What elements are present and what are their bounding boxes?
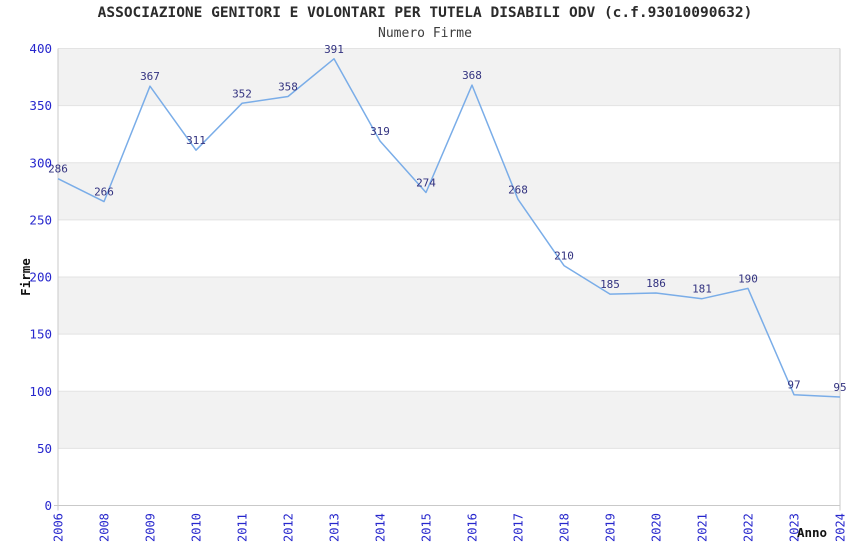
x-tick-label: 2010 xyxy=(190,513,204,542)
x-tick-label: 2013 xyxy=(328,513,342,542)
y-tick-label: 400 xyxy=(29,41,52,56)
series-line xyxy=(57,58,841,398)
data-label: 186 xyxy=(646,277,666,290)
data-label: 97 xyxy=(787,379,800,392)
data-label: 311 xyxy=(186,134,206,147)
y-tick-label: 350 xyxy=(29,98,52,113)
data-label: 185 xyxy=(600,278,620,291)
x-tick-label: 2023 xyxy=(788,513,802,542)
y-tick-label: 200 xyxy=(29,270,52,285)
x-tick-label: 2006 xyxy=(52,513,66,542)
x-tick-label: 2009 xyxy=(144,513,158,542)
x-tick-label: 2018 xyxy=(558,513,572,542)
data-label: 95 xyxy=(833,381,846,394)
data-label: 367 xyxy=(140,70,160,83)
x-tick-label: 2015 xyxy=(420,513,434,542)
data-label: 266 xyxy=(94,186,114,199)
x-tick-label: 2021 xyxy=(696,513,710,542)
x-tick-label: 2012 xyxy=(282,513,296,542)
x-tick-label: 2020 xyxy=(650,513,664,542)
data-label: 274 xyxy=(416,176,436,189)
data-label: 319 xyxy=(370,125,390,138)
x-tick-label: 2011 xyxy=(236,513,250,542)
y-tick-label: 0 xyxy=(44,498,52,513)
data-label: 190 xyxy=(738,272,758,285)
x-tick-label: 2019 xyxy=(604,513,618,542)
data-label: 368 xyxy=(462,69,482,82)
data-label: 268 xyxy=(508,183,528,196)
chart-title: ASSOCIAZIONE GENITORI E VOLONTARI PER TU… xyxy=(97,5,753,21)
y-tick-label: 300 xyxy=(29,155,52,170)
plot-band xyxy=(58,277,840,335)
x-tick-label: 2022 xyxy=(742,513,756,542)
data-label: 181 xyxy=(692,283,712,296)
x-tick-label: 2024 xyxy=(834,513,848,542)
y-tick-label: 100 xyxy=(29,384,52,399)
data-label: 352 xyxy=(232,87,252,100)
y-tick-label: 250 xyxy=(29,212,52,227)
plot-band xyxy=(58,391,840,449)
data-label: 391 xyxy=(324,43,344,56)
data-label: 358 xyxy=(278,80,298,93)
y-axis-label: Firme xyxy=(18,258,33,296)
chart-subtitle: Numero Firme xyxy=(378,26,472,41)
plot-band xyxy=(58,48,840,106)
x-tick-label: 2008 xyxy=(98,513,112,542)
y-tick-label: 50 xyxy=(37,441,52,456)
y-tick-label: 150 xyxy=(29,327,52,342)
x-tick-label: 2014 xyxy=(374,513,388,542)
x-tick-label: 2016 xyxy=(466,513,480,542)
plot-band xyxy=(58,162,840,220)
x-tick-label: 2017 xyxy=(512,513,526,542)
data-label: 210 xyxy=(554,250,574,263)
x-axis-label: Anno xyxy=(797,525,827,540)
data-label: 286 xyxy=(48,163,68,176)
